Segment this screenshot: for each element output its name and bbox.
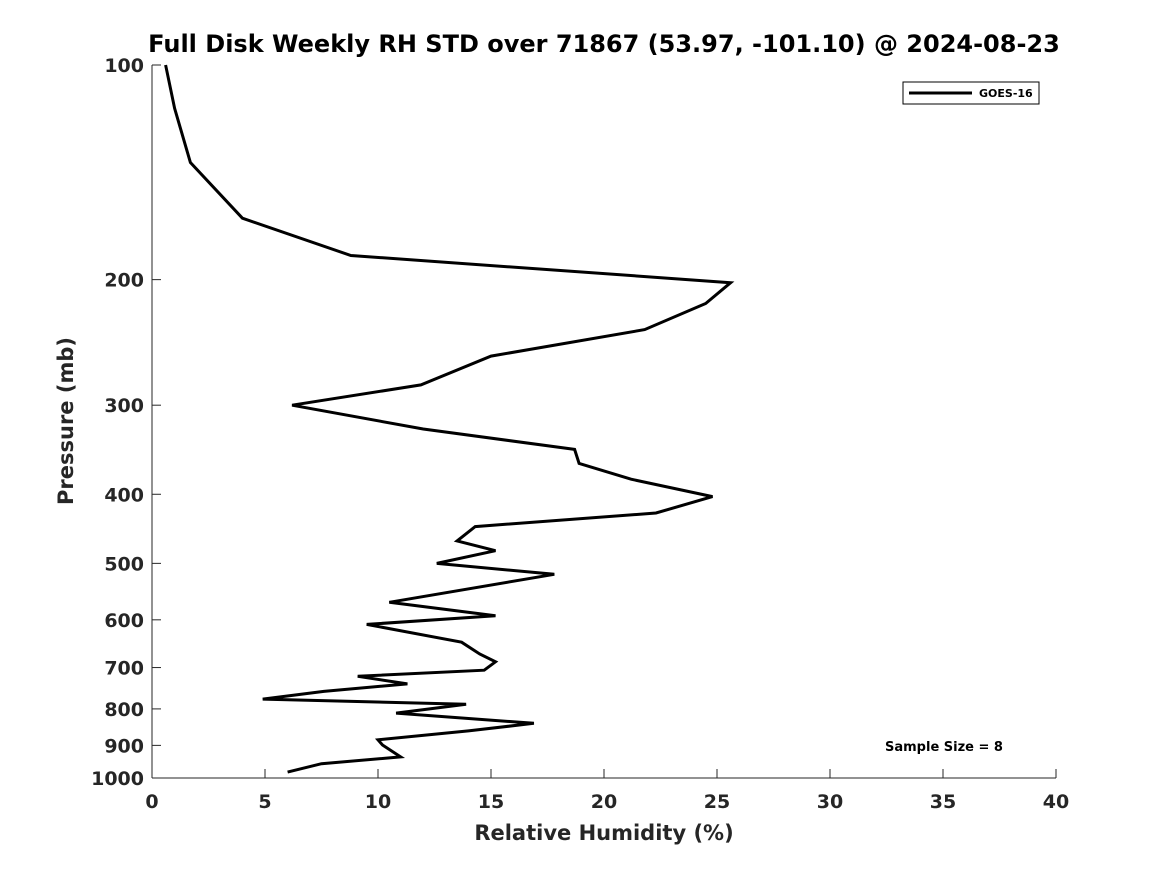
y-tick-label: 300 xyxy=(104,395,144,417)
plot-background xyxy=(152,65,1056,778)
legend: GOES-16 xyxy=(902,81,1040,105)
y-tick-label: 700 xyxy=(104,658,144,680)
y-tick-label: 500 xyxy=(104,553,144,575)
y-tick-label: 900 xyxy=(104,735,144,757)
y-tick-label: 200 xyxy=(104,270,144,292)
y-tick-label: 1000 xyxy=(91,768,144,790)
chart-title: Full Disk Weekly RH STD over 71867 (53.9… xyxy=(148,30,1060,58)
x-tick-label: 0 xyxy=(145,791,158,813)
legend-label-goes-16: GOES-16 xyxy=(979,87,1033,100)
y-tick-label: 100 xyxy=(104,55,144,77)
y-axis-label: Pressure (mb) xyxy=(54,337,78,505)
x-tick-label: 40 xyxy=(1043,791,1069,813)
x-axis-label: Relative Humidity (%) xyxy=(474,821,733,845)
x-tick-label: 15 xyxy=(478,791,504,813)
series-line-goes-16 xyxy=(164,64,735,774)
tick-group: 0 5 10 15 20 25 30 35 40 100 200 300 400 500 600 700 800… xyxy=(91,55,1069,813)
y-tick-label: 400 xyxy=(104,484,144,506)
x-tick-label: 30 xyxy=(817,791,843,813)
x-tick-label: 10 xyxy=(365,791,391,813)
x-tick-label: 5 xyxy=(258,791,271,813)
x-tick-label: 25 xyxy=(704,791,730,813)
y-tick-label: 600 xyxy=(104,610,144,632)
x-tick-label: 20 xyxy=(591,791,617,813)
x-tick-label: 35 xyxy=(930,791,956,813)
y-tick-label: 800 xyxy=(104,699,144,721)
sample-size-annotation: Sample Size = 8 xyxy=(885,740,1003,755)
